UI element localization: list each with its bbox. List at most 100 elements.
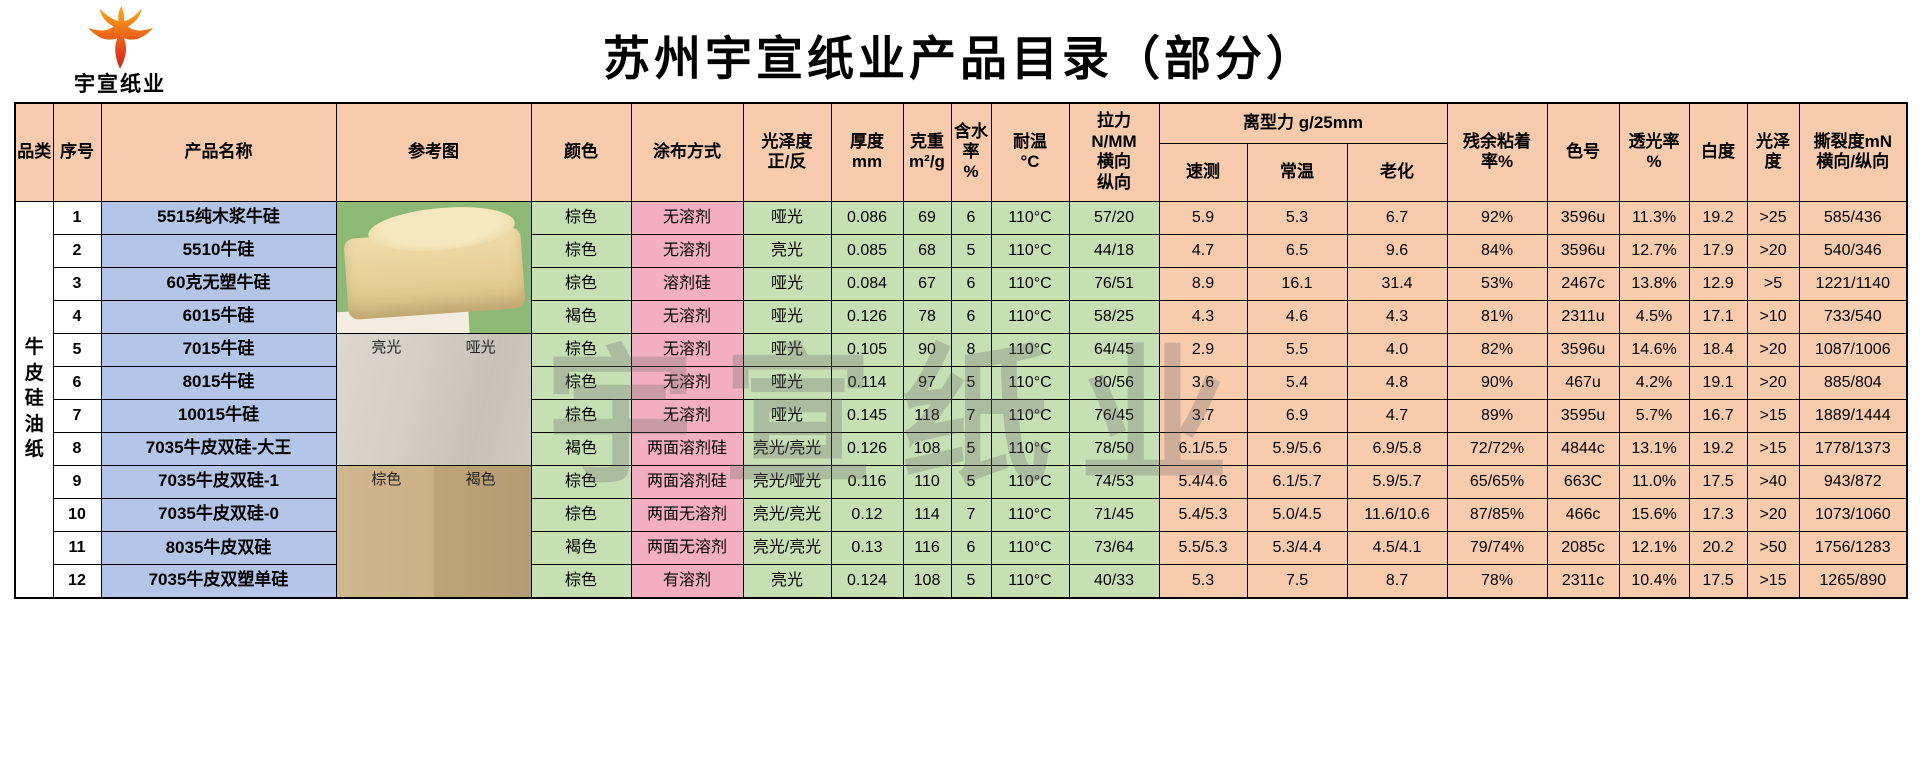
gloss-front-back-cell: 亮光/亮光 bbox=[742, 497, 832, 532]
temp-resistance-cell: 110°C bbox=[990, 233, 1070, 268]
whiteness-cell: 18.4 bbox=[1688, 332, 1748, 367]
temp-resistance-cell: 110°C bbox=[990, 200, 1070, 235]
release-aging-cell: 6.7 bbox=[1346, 200, 1448, 235]
weight-cell: 110 bbox=[902, 464, 952, 499]
tear-strength-cell: 1087/1006 bbox=[1798, 332, 1908, 367]
temp-resistance-cell: 110°C bbox=[990, 398, 1070, 433]
color-cell: 棕色 bbox=[530, 365, 632, 400]
gloss-front-back-cell: 亮光/亮光 bbox=[742, 530, 832, 565]
gloss-value-cell: >15 bbox=[1746, 431, 1800, 466]
temp-resistance-cell: 110°C bbox=[990, 530, 1070, 565]
moisture-cell: 5 bbox=[950, 464, 992, 499]
image-label: 褐色 bbox=[465, 470, 496, 488]
reference-image-cell: 棕色 褐色 bbox=[335, 464, 532, 598]
thickness-cell: 0.116 bbox=[830, 464, 904, 499]
color-cell: 棕色 bbox=[530, 266, 632, 301]
col-header-color-code: 色号 bbox=[1546, 102, 1620, 202]
moisture-cell: 6 bbox=[950, 299, 992, 334]
product-name-cell: 8035牛皮双硅 bbox=[100, 530, 337, 565]
col-header-moisture: 含水 率 % bbox=[950, 102, 992, 202]
residual-adhesion-cell: 87/85% bbox=[1446, 497, 1548, 532]
gloss-value-cell: >15 bbox=[1746, 563, 1800, 599]
coating-method-cell: 两面溶剂硅 bbox=[630, 431, 744, 466]
weight-cell: 68 bbox=[902, 233, 952, 268]
moisture-cell: 5 bbox=[950, 365, 992, 400]
release-quick-cell: 6.1/5.5 bbox=[1158, 431, 1248, 466]
table-row: 牛 皮 硅 油 纸 1 5515纯木浆牛硅 棕色 无溶剂 哑光 0.086 69 6 110°C 5… bbox=[14, 200, 1908, 598]
tear-strength-cell: 1778/1373 bbox=[1798, 431, 1908, 466]
col-header-transmittance: 透光率 % bbox=[1618, 102, 1690, 202]
transmittance-cell: 11.3% bbox=[1618, 200, 1690, 235]
transmittance-cell: 13.1% bbox=[1618, 431, 1690, 466]
moisture-cell: 7 bbox=[950, 497, 992, 532]
gloss-value-cell: >20 bbox=[1746, 365, 1800, 400]
row-index-cell: 1 bbox=[52, 200, 102, 235]
product-table: 品类 序号 产品名称 参考图 颜色 涂布方式 光泽度 正/反 厚度 mm 克重 … bbox=[14, 102, 1909, 599]
release-aging-cell: 6.9/5.8 bbox=[1346, 431, 1448, 466]
table-row: 7 10015牛硅 棕色 无溶剂 哑光 0.145 118 7 110°C 76/45 3.7 6.9… bbox=[15, 398, 1908, 433]
thickness-cell: 0.145 bbox=[830, 398, 904, 433]
color-code-cell: 467u bbox=[1546, 365, 1620, 400]
paper-roll-photo bbox=[337, 202, 530, 332]
weight-cell: 90 bbox=[902, 332, 952, 367]
coating-method-cell: 无溶剂 bbox=[630, 398, 744, 433]
temp-resistance-cell: 110°C bbox=[990, 563, 1070, 599]
product-name-cell: 7015牛硅 bbox=[100, 332, 337, 367]
header-row-2: 速测 常温 老化 bbox=[15, 142, 1907, 202]
release-aging-cell: 9.6 bbox=[1346, 233, 1448, 268]
tension-cell: 76/45 bbox=[1068, 398, 1160, 433]
col-header-category: 品类 bbox=[14, 102, 54, 202]
weight-cell: 118 bbox=[902, 398, 952, 433]
tension-cell: 64/45 bbox=[1068, 332, 1160, 367]
transmittance-cell: 4.2% bbox=[1618, 365, 1690, 400]
color-code-cell: 2311c bbox=[1546, 563, 1620, 599]
product-name-cell: 5515纯木浆牛硅 bbox=[100, 200, 337, 235]
transmittance-cell: 13.8% bbox=[1618, 266, 1690, 301]
table-row: 2 5510牛硅 棕色 无溶剂 亮光 0.085 68 5 110°C 44/18 4.7 6.5 9.… bbox=[15, 233, 1908, 268]
weight-cell: 108 bbox=[902, 431, 952, 466]
gloss-front-back-cell: 亮光/哑光 bbox=[742, 464, 832, 499]
color-code-cell: 3595u bbox=[1546, 398, 1620, 433]
row-index-cell: 2 bbox=[52, 233, 102, 268]
row-index-cell: 8 bbox=[52, 431, 102, 466]
color-code-cell: 2085c bbox=[1546, 530, 1620, 565]
gloss-front-back-cell: 哑光 bbox=[742, 299, 832, 334]
tear-strength-cell: 1073/1060 bbox=[1798, 497, 1908, 532]
coating-method-cell: 两面无溶剂 bbox=[630, 530, 744, 565]
release-quick-cell: 5.5/5.3 bbox=[1158, 530, 1248, 565]
release-quick-cell: 5.4/5.3 bbox=[1158, 497, 1248, 532]
release-quick-cell: 4.3 bbox=[1158, 299, 1248, 334]
whiteness-cell: 16.7 bbox=[1688, 398, 1748, 433]
thickness-cell: 0.084 bbox=[830, 266, 904, 301]
col-header-weight: 克重 m²/g bbox=[902, 102, 952, 202]
tear-strength-cell: 733/540 bbox=[1798, 299, 1908, 334]
product-name-cell: 8015牛硅 bbox=[100, 365, 337, 400]
release-quick-cell: 3.7 bbox=[1158, 398, 1248, 433]
coating-method-cell: 溶剂硅 bbox=[630, 266, 744, 301]
temp-resistance-cell: 110°C bbox=[990, 266, 1070, 301]
release-aging-cell: 4.3 bbox=[1346, 299, 1448, 334]
tear-strength-cell: 1756/1283 bbox=[1798, 530, 1908, 565]
product-name-cell: 7035牛皮双硅-0 bbox=[100, 497, 337, 532]
gloss-front-back-cell: 哑光 bbox=[742, 200, 832, 235]
tension-cell: 44/18 bbox=[1068, 233, 1160, 268]
moisture-cell: 5 bbox=[950, 563, 992, 599]
weight-cell: 69 bbox=[902, 200, 952, 235]
release-quick-cell: 3.6 bbox=[1158, 365, 1248, 400]
col-header-product-name: 产品名称 bbox=[100, 102, 337, 202]
whiteness-cell: 20.2 bbox=[1688, 530, 1748, 565]
table-row: 3 60克无塑牛硅 棕色 溶剂硅 哑光 0.084 67 6 110°C 76/51 8.9 16.1… bbox=[15, 266, 1908, 301]
color-cell: 棕色 bbox=[530, 233, 632, 268]
color-code-cell: 3596u bbox=[1546, 200, 1620, 235]
residual-adhesion-cell: 72/72% bbox=[1446, 431, 1548, 466]
thickness-cell: 0.105 bbox=[830, 332, 904, 367]
gloss-front-back-cell: 哑光 bbox=[742, 332, 832, 367]
weight-cell: 78 bbox=[902, 299, 952, 334]
thickness-cell: 0.126 bbox=[830, 299, 904, 334]
table-row: 11 8035牛皮双硅 褐色 两面无溶剂 亮光/亮光 0.13 116 6 110°C 73/64… bbox=[15, 530, 1908, 565]
release-room-cell: 6.9 bbox=[1246, 398, 1348, 433]
color-cell: 棕色 bbox=[530, 200, 632, 235]
thickness-cell: 0.085 bbox=[830, 233, 904, 268]
transmittance-cell: 15.6% bbox=[1618, 497, 1690, 532]
temp-resistance-cell: 110°C bbox=[990, 497, 1070, 532]
